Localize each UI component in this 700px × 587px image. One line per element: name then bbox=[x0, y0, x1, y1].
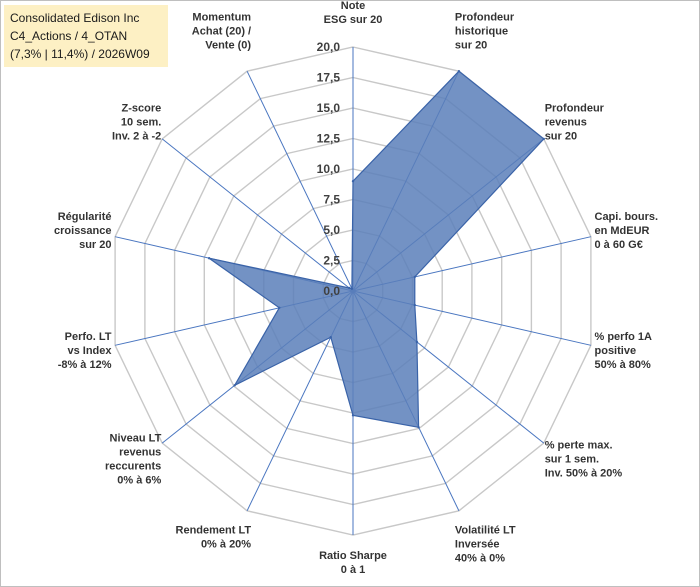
title-box: Consolidated Edison Inc C4_Actions / 4_O… bbox=[4, 5, 168, 67]
axis-label: Niveau LT revenus reccurents 0% à 6% bbox=[105, 432, 162, 486]
axis-spoke bbox=[161, 138, 354, 292]
axis-label: Note ESG sur 20 bbox=[324, 1, 383, 26]
axis-label: Z-score 10 sem. Inv. 2 à -2 bbox=[112, 103, 161, 143]
tick-label: 20,0 bbox=[317, 40, 341, 54]
axis-label: Profondeur historique sur 20 bbox=[455, 12, 515, 52]
axis-label: Rendement LT 0% à 20% bbox=[176, 524, 252, 550]
axis-label: % perfo 1A positive 50% à 80% bbox=[595, 331, 653, 371]
series-point bbox=[415, 340, 419, 344]
axis-label: Ratio Sharpe 0 à 1 bbox=[319, 550, 387, 576]
title-line-company: Consolidated Edison Inc bbox=[10, 11, 140, 25]
title-line-performance: (7,3% | 11,4%) / 2026W09 bbox=[10, 47, 150, 61]
series-point bbox=[207, 257, 211, 260]
tick-label: 17,5 bbox=[317, 71, 341, 85]
series-point bbox=[233, 384, 236, 387]
radial-tick-labels: 0,0 2,5 5,0 7,5 10,0 12,5 15,0 17,5 20,0 bbox=[317, 40, 341, 298]
series-point bbox=[413, 303, 416, 307]
tick-label: 15,0 bbox=[317, 101, 341, 115]
series-area bbox=[208, 70, 545, 429]
series-point bbox=[351, 180, 355, 183]
tick-label: 5,0 bbox=[323, 223, 340, 237]
series-point bbox=[413, 275, 416, 279]
title-line-portfolio: C4_Actions / 4_OTAN bbox=[10, 29, 128, 43]
tick-label: 12,5 bbox=[317, 132, 341, 146]
series-point bbox=[417, 426, 420, 429]
axis-label: Perfo. LT vs Index -8% à 12% bbox=[58, 331, 113, 371]
series-point bbox=[351, 414, 355, 417]
axis-label: % perte max. sur 1 sem. Inv. 50% à 20% bbox=[545, 439, 623, 479]
series-point bbox=[350, 287, 354, 290]
series-point bbox=[348, 286, 351, 290]
tick-label: 0,0 bbox=[323, 284, 340, 298]
tick-label: 10,0 bbox=[317, 162, 341, 176]
axis-label: Volatilité LT Inversée 40% à 0% bbox=[455, 524, 516, 564]
radar-series bbox=[207, 70, 545, 429]
axis-labels: Note ESG sur 20 Profondeur historique sur 20… bbox=[54, 1, 658, 576]
tick-label: 7,5 bbox=[323, 193, 340, 207]
series-point bbox=[457, 70, 461, 73]
axis-label: Profondeur revenus sur 20 bbox=[545, 103, 605, 143]
axis-spoke bbox=[246, 70, 354, 292]
axis-label: Régularité croissance sur 20 bbox=[54, 211, 111, 251]
axis-label: Capi. bours. en MdEUR 0 à 60 G€ bbox=[595, 211, 659, 251]
tick-label: 2,5 bbox=[323, 254, 340, 268]
series-point bbox=[542, 137, 545, 141]
axis-label: Momentum Achat (20) / Vente (0) bbox=[192, 12, 252, 52]
series-point bbox=[329, 336, 332, 339]
series-point bbox=[278, 306, 281, 309]
